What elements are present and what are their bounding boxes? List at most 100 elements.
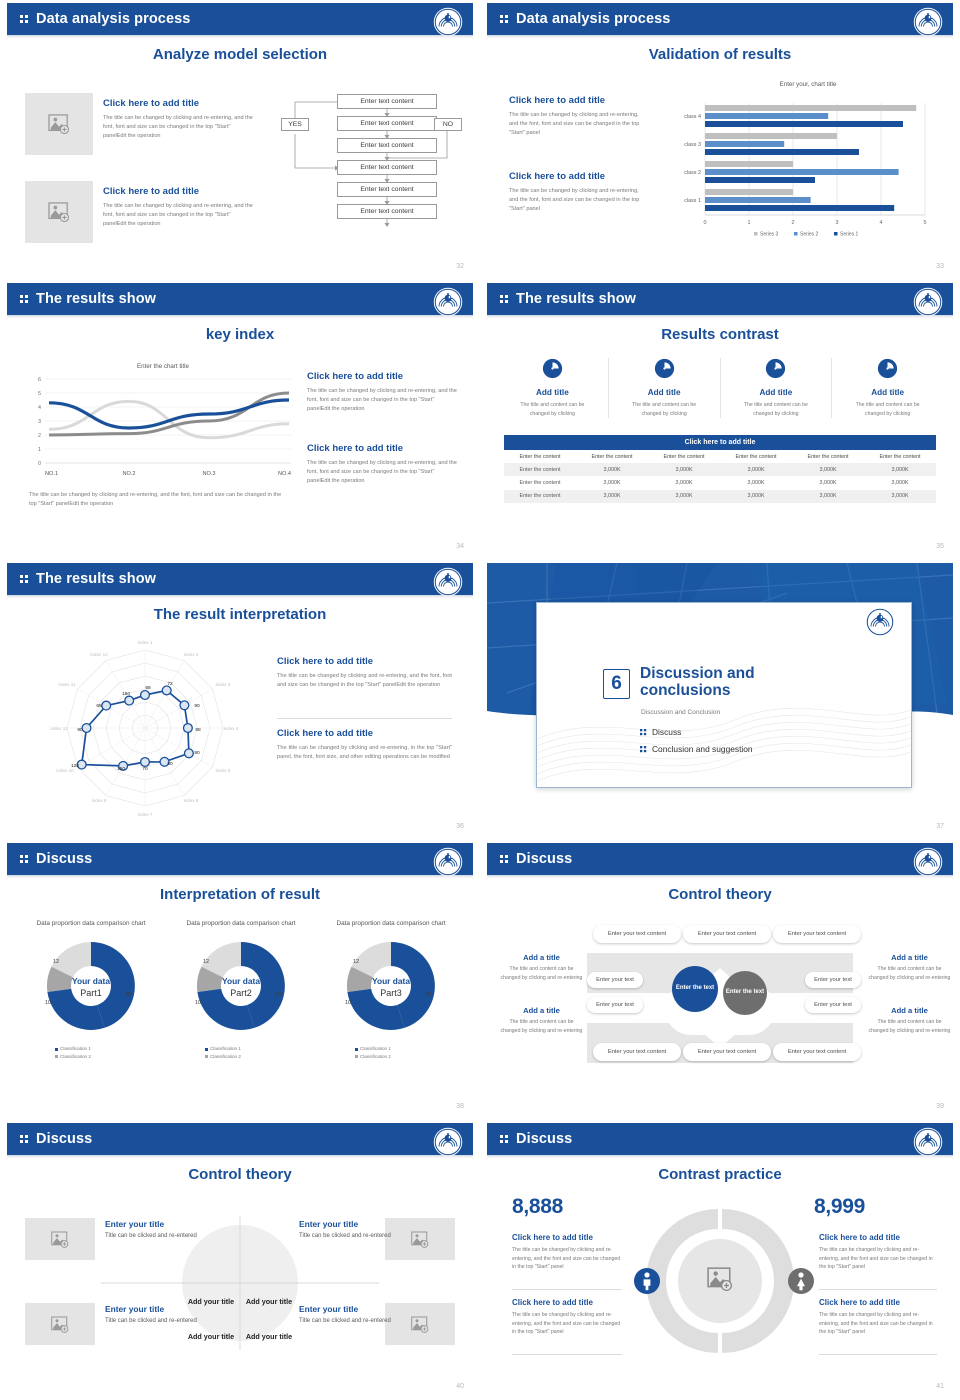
quad-label[interactable]: Add your title: [245, 1332, 293, 1341]
pill-bottom[interactable]: Enter your text content: [683, 1043, 771, 1061]
item-title: Enter your title: [299, 1304, 359, 1314]
flow-box[interactable]: Enter text content: [337, 94, 437, 109]
pill-right[interactable]: Enter your text: [805, 997, 861, 1013]
svg-text:2: 2: [38, 433, 41, 439]
svg-text:30: 30: [275, 992, 281, 998]
page-title: The result interpretation: [153, 606, 327, 623]
flow-yes-box[interactable]: YES: [281, 118, 309, 131]
svg-text:index 5: index 5: [216, 768, 231, 773]
svg-text:90: 90: [194, 750, 200, 756]
svg-text:150: 150: [122, 691, 130, 697]
flow-box[interactable]: Enter text content: [337, 138, 437, 153]
pill-top[interactable]: Enter your text content: [683, 925, 771, 943]
svg-text:Series 2: Series 2: [800, 232, 819, 238]
slide-35: The results show Results contrast Add ti…: [480, 280, 960, 560]
divider: [512, 1289, 622, 1290]
summary-card[interactable]: Add title The title and content can be c…: [497, 358, 609, 419]
image-placeholder[interactable]: [385, 1303, 455, 1345]
pill-top[interactable]: Enter your text content: [593, 925, 681, 943]
image-placeholder[interactable]: [385, 1218, 455, 1260]
summary-card[interactable]: Add title The title and content can be c…: [832, 358, 943, 418]
flow-box[interactable]: Enter text content: [337, 204, 437, 219]
pill-left[interactable]: Enter your text: [587, 997, 643, 1013]
block-title: Click here to add title: [277, 728, 374, 739]
pill-bottom[interactable]: Enter your text content: [593, 1043, 681, 1061]
table-row[interactable]: Enter the content 3,000K 3,000K 3,000K 3…: [504, 489, 936, 503]
svg-text:Your data: Your data: [372, 976, 410, 986]
table-row[interactable]: Enter the content 3,000K 3,000K 3,000K 3…: [504, 463, 936, 477]
table-cell: 3,000K: [648, 489, 720, 503]
svg-text:index 6: index 6: [184, 798, 199, 803]
line-chart-svg: 6 5 4 3 2 1 0 NO.1 NO.2 NO.3 NO.4: [38, 377, 291, 477]
svg-text:NO.3: NO.3: [202, 471, 215, 477]
slide-38: Discuss Interpretation of result Data pr…: [0, 840, 480, 1120]
svg-text:90: 90: [77, 727, 83, 733]
svg-text:10: 10: [345, 1000, 351, 1006]
legend-label: Classification 2: [210, 1053, 241, 1059]
pie-chart-icon: [878, 358, 898, 379]
item-body: Title can be clicked and re-entered: [299, 1233, 391, 1239]
table-banner[interactable]: Click here to add title: [504, 435, 936, 450]
table-cell: 3,000K: [675, 479, 693, 486]
donut-chart: 30 10 12 Your data Part3: [345, 942, 435, 1031]
svg-text:68: 68: [145, 685, 151, 691]
table-cell: 3,000K: [819, 479, 837, 486]
circular-emblem-icon: [913, 7, 943, 37]
table-header-cell: Enter the content: [807, 453, 849, 460]
quad-label[interactable]: Add your title: [187, 1297, 235, 1306]
slide-34: The results show key index Enter the cha…: [0, 280, 480, 560]
center-circle-left[interactable]: Enter the text: [672, 966, 718, 1012]
summary-card[interactable]: Add title The title and content can be c…: [609, 358, 721, 419]
pill-right[interactable]: Enter your text: [805, 972, 861, 988]
item-title: Enter your title: [299, 1219, 359, 1229]
pill-top[interactable]: Enter your text content: [773, 925, 861, 943]
pill-bottom[interactable]: Enter your text content: [773, 1043, 861, 1061]
table-cell: 3,000K: [720, 463, 792, 477]
slide-37: 6 Discussion and conclusions Discussion …: [480, 560, 960, 840]
summary-card[interactable]: Add title The title and content can be c…: [721, 358, 833, 419]
flow-box[interactable]: Enter text content: [337, 116, 437, 131]
flow-box[interactable]: Enter text content: [337, 182, 437, 197]
quad-label[interactable]: Add your title: [187, 1332, 235, 1341]
flow-no-box[interactable]: NO: [434, 118, 462, 131]
section-number-box: 6: [603, 669, 630, 699]
image-placeholder-icon: [51, 1230, 69, 1248]
svg-text:4: 4: [38, 405, 41, 411]
circular-emblem-icon: [433, 7, 463, 37]
svg-text:6: 6: [38, 377, 41, 383]
svg-text:12: 12: [203, 959, 209, 965]
section-bullet[interactable]: Discuss: [640, 727, 681, 737]
image-placeholder[interactable]: [25, 1218, 95, 1260]
side-title: Add a title: [891, 1006, 928, 1015]
item-body: Title can be clicked and re-entered: [105, 1233, 197, 1239]
circular-emblem-icon: [913, 287, 943, 317]
header-title: Discuss: [516, 1131, 573, 1147]
svg-text:30: 30: [125, 992, 131, 998]
male-figure-icon[interactable]: [633, 1267, 661, 1295]
svg-text:index 4: index 4: [224, 726, 239, 731]
section-bullet[interactable]: Conclusion and suggestion: [640, 744, 753, 754]
legend-label: Classification 1: [210, 1046, 241, 1052]
female-figure-icon[interactable]: [787, 1267, 815, 1295]
header-shadow: [7, 35, 473, 38]
image-placeholder[interactable]: [25, 181, 93, 243]
table-cell: 3,000K: [792, 489, 864, 503]
table-row[interactable]: Enter the content 3,000K 3,000K 3,000K 3…: [504, 476, 936, 489]
center-circle-right[interactable]: Enter the text: [723, 971, 767, 1015]
donut-caption: Data proportion data comparison chart: [336, 920, 446, 927]
slide-40: Discuss Control theory Add your title Ad…: [0, 1120, 480, 1400]
pill-left[interactable]: Enter your text: [587, 972, 643, 988]
table-cell: 3,000K: [603, 479, 621, 486]
block-title: Click here to add title: [103, 98, 200, 109]
image-placeholder[interactable]: [25, 93, 93, 155]
header-shadow: [7, 595, 473, 598]
legend-label: Classification 1: [360, 1046, 391, 1052]
block-body: The title can be changed by clicking and…: [277, 673, 452, 688]
item-body: Title can be clicked and re-entered: [299, 1318, 391, 1324]
image-placeholder-icon: [51, 1315, 69, 1333]
svg-text:Series 3: Series 3: [760, 232, 779, 238]
svg-text:NO.1: NO.1: [45, 471, 58, 477]
flow-box[interactable]: Enter text content: [337, 160, 437, 175]
image-placeholder[interactable]: [25, 1303, 95, 1345]
quad-label[interactable]: Add your title: [245, 1297, 293, 1306]
